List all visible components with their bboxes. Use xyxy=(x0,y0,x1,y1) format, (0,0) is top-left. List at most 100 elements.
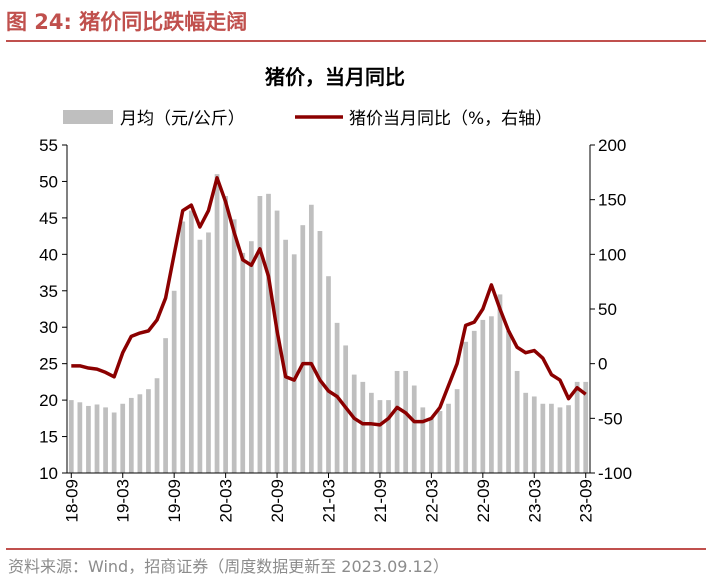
bar-21-08 xyxy=(369,392,374,473)
right-tick-label: 100 xyxy=(598,245,626,264)
bar-20-06 xyxy=(248,241,254,473)
left-tick-label: 25 xyxy=(39,355,58,374)
bar-23-05 xyxy=(549,403,554,473)
figure-title: 图 24: 猪价同比跌幅走阔 xyxy=(6,10,248,34)
x-tick-label: 20-03 xyxy=(217,479,236,522)
left-axis-ticks: 10 15 20 25 30 35 40 45 50 55 xyxy=(39,136,67,483)
bar-20-05 xyxy=(240,252,246,473)
bar-20-01 xyxy=(206,232,211,473)
bar-19-09 xyxy=(171,290,177,473)
bar-20-12 xyxy=(300,225,306,473)
x-tick-label: 20-09 xyxy=(268,479,287,522)
x-axis-ticks: 18-09 19-03 19-09 20-03 20-09 21-03 21-09 22-03… xyxy=(62,473,596,522)
plot-area: 10 15 20 25 30 35 40 45 50 55 -100 -50 0 50 100 150 200… xyxy=(39,136,632,522)
bar-22-03 xyxy=(429,418,434,473)
bar-18-12 xyxy=(94,404,100,473)
bar-22-04 xyxy=(437,411,443,473)
bar-23-01 xyxy=(514,370,520,473)
bar-18-09 xyxy=(68,400,74,473)
bar-18-10 xyxy=(77,402,83,473)
bar-23-06 xyxy=(557,407,563,473)
bar-21-06 xyxy=(351,374,357,473)
bar-18-11 xyxy=(86,405,91,473)
bar-series xyxy=(68,174,589,473)
right-tick-label: 50 xyxy=(598,300,617,319)
x-tick-label: 23-03 xyxy=(525,479,544,522)
bar-21-11 xyxy=(394,370,400,473)
bar-19-07 xyxy=(154,378,160,473)
left-tick-label: 45 xyxy=(39,209,58,228)
left-tick-label: 20 xyxy=(39,391,58,410)
left-tick-label: 15 xyxy=(39,428,58,447)
bar-20-08 xyxy=(266,193,271,473)
bar-22-09 xyxy=(480,319,486,473)
right-tick-label: 0 xyxy=(598,355,607,374)
bar-19-11 xyxy=(188,210,194,473)
bar-22-11 xyxy=(497,294,503,473)
legend: 月均（元/公斤） 猪价当月同比（%，右轴） xyxy=(63,109,552,129)
chart-title: 猪价，当月同比 xyxy=(265,65,405,89)
bar-20-11 xyxy=(291,254,297,473)
bar-19-10 xyxy=(180,221,186,473)
bar-19-08 xyxy=(163,338,168,473)
bar-20-02 xyxy=(214,174,220,473)
bar-20-09 xyxy=(274,210,280,473)
right-tick-label: 150 xyxy=(598,191,626,210)
footer-rule xyxy=(6,548,706,550)
bar-23-03 xyxy=(531,396,537,473)
bar-23-09 xyxy=(583,381,589,473)
x-tick-label: 19-09 xyxy=(165,479,184,522)
bar-21-07 xyxy=(360,381,366,473)
bar-22-07 xyxy=(463,341,469,473)
x-tick-label: 19-03 xyxy=(114,479,133,522)
bar-19-12 xyxy=(197,239,203,473)
bar-21-01 xyxy=(308,204,314,473)
bar-21-03 xyxy=(326,276,331,473)
bar-21-09 xyxy=(377,400,383,473)
left-tick-label: 10 xyxy=(39,464,58,483)
bar-21-12 xyxy=(403,370,409,473)
bar-23-07 xyxy=(566,405,571,473)
bar-22-08 xyxy=(471,330,477,473)
line-series xyxy=(71,176,587,427)
left-tick-label: 35 xyxy=(39,282,58,301)
source-note: 资料来源：Wind，招商证券（周度数据更新至 2023.09.12） xyxy=(8,557,449,576)
right-tick-label: 200 xyxy=(598,136,626,155)
x-tick-label: 18-09 xyxy=(62,479,81,522)
bar-23-02 xyxy=(523,392,529,473)
x-tick-label: 23-09 xyxy=(577,479,596,522)
legend-line-label: 猪价当月同比（%，右轴） xyxy=(349,109,552,129)
bar-22-06 xyxy=(454,389,460,473)
left-tick-label: 30 xyxy=(39,318,58,337)
legend-bar-label: 月均（元/公斤） xyxy=(120,109,245,129)
left-tick-label: 50 xyxy=(39,172,58,191)
bar-20-03 xyxy=(223,196,228,473)
x-tick-label: 21-03 xyxy=(320,479,339,522)
bar-22-05 xyxy=(446,403,451,473)
bar-20-04 xyxy=(231,219,237,473)
bar-21-10 xyxy=(386,400,391,473)
right-tick-label: -100 xyxy=(598,464,632,483)
bar-22-12 xyxy=(506,330,511,473)
right-tick-label: -50 xyxy=(598,409,623,428)
bar-19-04 xyxy=(128,397,134,473)
bar-19-01 xyxy=(103,407,108,473)
x-tick-label: 22-09 xyxy=(474,479,493,522)
bar-23-04 xyxy=(540,403,546,473)
bar-20-07 xyxy=(257,196,263,473)
bar-19-05 xyxy=(137,394,143,473)
x-tick-label: 22-03 xyxy=(422,479,441,522)
x-tick-label: 21-09 xyxy=(371,479,390,522)
bar-19-02 xyxy=(111,412,117,473)
title-rule xyxy=(6,40,706,42)
bar-22-10 xyxy=(489,316,494,473)
left-tick-label: 40 xyxy=(39,245,58,264)
bar-22-02 xyxy=(420,407,426,473)
bar-19-03 xyxy=(120,403,126,473)
bar-20-10 xyxy=(283,239,288,473)
chart: 猪价，当月同比 月均（元/公斤） 猪价当月同比（%，右轴） 10 15 20 25 30… xyxy=(39,65,632,522)
right-axis-ticks: -100 -50 0 50 100 150 200 xyxy=(590,136,632,483)
left-tick-label: 55 xyxy=(39,136,58,155)
bar-21-02 xyxy=(317,231,323,473)
bar-19-06 xyxy=(146,389,151,473)
